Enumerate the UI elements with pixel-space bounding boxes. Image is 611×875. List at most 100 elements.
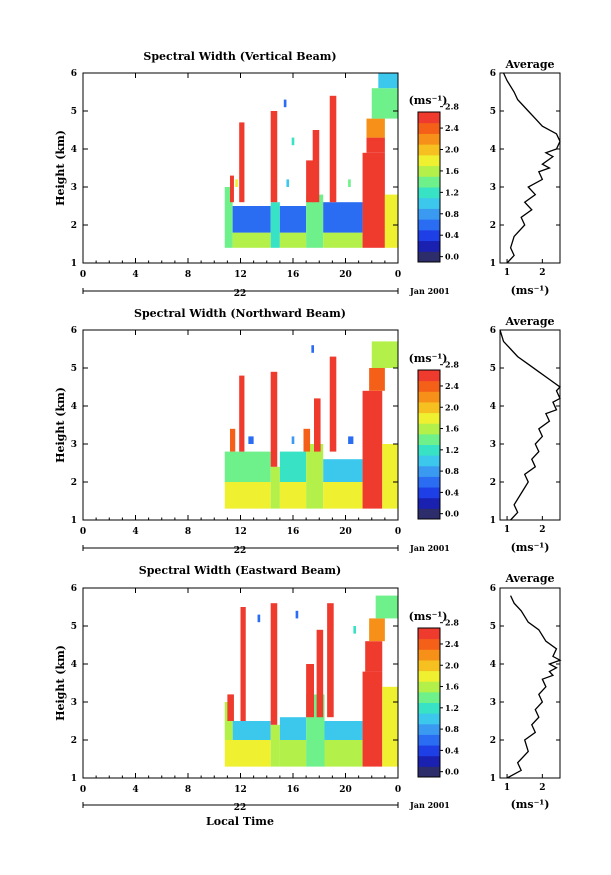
x-tick-label: 12 [234,785,247,795]
colorbar-tick-label: 2.4 [445,639,459,649]
avg-x-tick-label: 1 [504,268,510,278]
average-frame [499,329,561,521]
heatmap-cell [279,206,307,233]
colorbar-swatch [418,723,440,735]
y-tick-label: 3 [71,440,77,450]
average-frame [499,72,561,264]
colorbar-tick-label: 1.6 [445,682,459,692]
avg-y-tick-label: 4 [490,660,496,670]
colorbar-swatch [418,112,440,124]
colorbar-swatch [418,433,440,445]
panel-title: Spectral Width (Eastward Beam) [139,564,341,577]
y-tick-label: 5 [71,364,77,374]
y-axis-label: Height (km) [54,645,67,721]
y-tick-label: 5 [71,107,77,117]
panel-eastward-beam: Spectral Width (Eastward Beam) Height (k… [54,564,562,828]
avg-y-tick-label: 5 [490,622,496,632]
heatmap-cell [224,482,271,509]
colorbar-swatch [418,176,440,188]
average-title: Average [504,572,554,585]
colorbar-swatch [418,187,440,199]
avg-y-tick-label: 1 [490,259,496,269]
colorbar-tick-label: 0.8 [445,209,459,219]
heatmap-cell [371,88,398,119]
x-tick-label: 8 [185,527,191,537]
colorbar-tick-label: 2.0 [445,660,459,670]
y-tick-label: 5 [71,622,77,632]
heatmap-cell [365,641,383,672]
heatmap-cell [329,95,337,203]
x-tick-label: 20 [339,527,352,537]
heatmap-cell [382,686,398,767]
average-profile-eastward: 1 2 3 4 5 6 1 2 [490,584,562,793]
x-tick-label: 16 [287,270,300,280]
colorbar-swatch [418,487,440,499]
y-tick-label: 4 [71,402,77,412]
date-label: 22 [234,803,247,813]
heatmap-cell [306,194,324,248]
y-tick-label: 4 [71,145,77,155]
colorbar-tick-label: 0.0 [445,767,459,777]
colorbar-swatch [418,476,440,488]
y-tick-label: 3 [71,183,77,193]
heatmap-cell [323,459,363,482]
colorbar-swatch [418,670,440,682]
avg-y-tick-label: 6 [490,584,496,594]
avg-y-tick-label: 5 [490,107,496,117]
colorbar-swatch [418,144,440,156]
heatmap-cell [311,345,314,353]
heatmap-cell [362,671,383,767]
colorbar-tick-label: 0.0 [445,509,459,519]
colorbar-swatch [418,133,440,145]
heatmap-cell [230,428,236,452]
heatmap-cell [371,341,398,368]
avg-y-tick-label: 3 [490,183,496,193]
heatmap-cell [306,160,314,203]
y-tick-label: 6 [71,69,77,79]
average-profile-vertical: 1 2 3 4 5 6 1 2 [490,69,561,278]
colorbar-frame [417,369,441,520]
heatmap-cell [239,122,245,203]
y-tick-label: 1 [71,774,77,784]
panel-title: Spectral Width (Vertical Beam) [143,50,336,63]
colorbar-tick-label: 0.8 [445,466,459,476]
heatmap-cell [353,626,356,634]
panel-vertical-beam: Spectral Width (Vertical Beam) Height (k… [54,50,561,299]
x-tick-label: 0 [80,527,86,537]
y-axis-label: Height (km) [54,130,67,206]
heatmap-cell [378,73,398,89]
avg-x-tick-label: 2 [539,268,545,278]
x-tick-label: 8 [185,785,191,795]
colorbar-swatch [418,391,440,403]
avg-x-tick-label: 2 [539,783,545,793]
colorbar-swatch [418,165,440,177]
heatmap-cell [291,436,295,444]
heatmap-cell [366,137,385,153]
colorbar-swatch [418,240,440,252]
x-tick-label: 16 [287,527,300,537]
x-tick-label: 0 [80,270,86,280]
avg-y-tick-label: 4 [490,145,496,155]
heatmap-cell [279,740,307,767]
month-label: Jan 2001 [409,543,450,553]
colorbar-swatch [418,766,440,778]
average-line [499,329,561,521]
avg-y-tick-label: 6 [490,326,496,336]
heatmap-cell [303,428,311,452]
x-tick-label: 12 [234,270,247,280]
average-frame [499,587,561,779]
x-tick-label: 4 [132,270,138,280]
heatmap-cell [324,721,363,740]
x-tick-label: 16 [287,785,300,795]
heatmap-cell [384,194,398,248]
colorbar-swatch [418,702,440,714]
heatmap-cell [295,610,299,619]
avg-y-tick-label: 2 [490,478,496,488]
colorbar-tick-label: 1.2 [445,703,459,713]
heatmap-cell [323,482,363,509]
colorbar-swatch [418,755,440,767]
avg-y-tick-label: 6 [490,69,496,79]
colorbar-swatch [418,649,440,661]
